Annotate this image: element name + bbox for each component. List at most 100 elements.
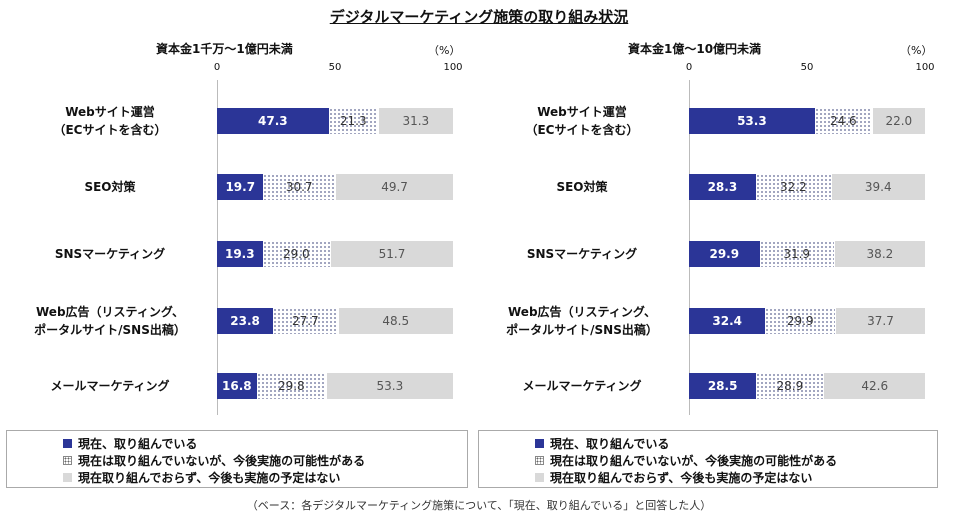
bar-segment-current: 23.8: [217, 308, 274, 334]
data-label: 31.9: [783, 247, 811, 261]
x-tick-label: 50: [800, 62, 814, 73]
legend-item: 現在は取り組んでいないが、今後実施の可能性がある: [535, 452, 837, 469]
legend-swatch: [63, 439, 72, 448]
bar-segment-possible: 31.9: [759, 241, 835, 267]
chart-panel-mid-capital: 資本金1億～10億円未満 （%） 0 50 100 Webサイト運営 （ECサイトを含む） 5…: [478, 40, 948, 488]
data-label: 24.6: [829, 114, 857, 128]
legend-text: 現在は取り組んでいないが、今後実施の可能性がある: [550, 454, 838, 468]
data-label: 42.6: [861, 379, 889, 393]
bar-segment-none: 22.0: [872, 108, 925, 134]
chart-title: デジタルマーケティング施策の取り組み状況: [329, 8, 629, 26]
category-label: SEO対策: [6, 178, 214, 196]
data-label: 27.7: [291, 314, 319, 328]
bar-segment-possible: 24.6: [814, 108, 873, 134]
data-label: 29.9: [709, 247, 740, 261]
bar-segment-possible: 28.9: [756, 373, 825, 399]
category-label-line: メールマーケティング: [50, 379, 170, 393]
x-tick-label: 100: [915, 62, 935, 73]
unit-label: （%）: [428, 44, 461, 57]
category-label-line: SNSマーケティング: [526, 247, 638, 261]
bar-segment-current: 19.7: [217, 174, 264, 200]
data-label: 51.7: [378, 247, 406, 261]
category-label-line: （ECサイトを含む）: [53, 123, 167, 137]
category-label-line: （ECサイトを含む）: [525, 123, 639, 137]
bar-segment-none: 37.7: [836, 308, 925, 334]
data-label: 28.9: [776, 379, 804, 393]
category-label-line: SEO対策: [84, 180, 136, 194]
bar-segment-none: 48.5: [338, 308, 453, 334]
bar-segment-current: 16.8: [217, 373, 257, 399]
legend-text: 現在取り組んでおらず、今後も実施の予定はない: [78, 471, 341, 485]
data-label: 39.4: [864, 180, 892, 194]
bar-segment-none: 38.2: [834, 241, 925, 267]
data-label: 47.3: [258, 114, 288, 128]
bar-segment-none: 53.3: [326, 373, 453, 399]
legend-swatch: [63, 456, 72, 465]
category-label: メールマーケティング: [478, 377, 686, 395]
category-label: Webサイト運営 （ECサイトを含む）: [6, 103, 214, 139]
legend-item: 現在取り組んでおらず、今後も実施の予定はない: [63, 469, 340, 486]
category-label: SNSマーケティング: [6, 245, 214, 263]
legend-text: 現在は取り組んでいないが、今後実施の可能性がある: [78, 454, 366, 468]
bar-segment-none: 49.7: [335, 174, 454, 200]
legend-item: 現在、取り組んでいる: [535, 435, 669, 452]
bar-segment-possible: 29.9: [765, 308, 837, 334]
data-label: 32.4: [712, 314, 743, 328]
x-tick-label: 0: [685, 62, 693, 73]
bar-segment-current: 19.3: [217, 241, 263, 267]
chart-panel-small-capital: 資本金1千万～1億円未満 （%） 0 50 100 Webサイト運営 （ECサイトを含む） 4…: [6, 40, 476, 488]
data-label: 53.3: [376, 379, 404, 393]
category-label-line: Web広告（リスティング、: [508, 305, 656, 319]
panel-subtitle: 資本金1千万～1億円未満: [156, 42, 293, 56]
bar-segment-current: 53.3: [689, 108, 815, 134]
category-label-line: SNSマーケティング: [54, 247, 166, 261]
data-label: 49.7: [381, 180, 408, 194]
x-tick-label: 0: [213, 62, 221, 73]
bar-segment-current: 32.4: [689, 308, 766, 334]
unit-label: （%）: [900, 44, 933, 57]
legend-swatch: [535, 456, 544, 465]
x-tick-label: 100: [443, 62, 463, 73]
legend-swatch: [63, 473, 72, 482]
bar-segment-current: 28.5: [689, 373, 757, 399]
bar-segment-none: 42.6: [824, 373, 925, 399]
category-label-line: Web広告（リスティング、: [36, 305, 184, 319]
category-label-line: Webサイト運営: [537, 105, 627, 119]
bar-segment-possible: 32.2: [755, 174, 832, 200]
data-label: 29.0: [282, 247, 310, 261]
data-label: 29.8: [277, 379, 305, 393]
bar-segment-possible: 29.8: [256, 373, 327, 399]
legend-swatch: [535, 473, 544, 482]
legend: 現在、取り組んでいる 現在は取り組んでいないが、今後実施の可能性がある 現在取り組ん…: [478, 430, 938, 488]
panel-subtitle: 資本金1億～10億円未満: [628, 42, 762, 56]
bar-segment-none: 39.4: [831, 174, 925, 200]
data-label: 23.8: [230, 314, 260, 328]
data-label: 28.5: [707, 379, 738, 393]
category-label: SNSマーケティング: [478, 245, 686, 263]
legend-text: 現在、取り組んでいる: [78, 437, 198, 451]
bar-segment-possible: 29.0: [262, 241, 331, 267]
data-label: 38.2: [866, 247, 894, 261]
data-label: 28.3: [707, 180, 738, 194]
data-label: 21.3: [339, 114, 367, 128]
legend-item: 現在は取り組んでいないが、今後実施の可能性がある: [63, 452, 365, 469]
data-label: 32.2: [779, 180, 807, 194]
bar-segment-current: 28.3: [689, 174, 756, 200]
category-label-line: Webサイト運営: [65, 105, 155, 119]
category-label-line: メールマーケティング: [522, 379, 642, 393]
data-label: 53.3: [737, 114, 767, 128]
category-label-line: ポータルサイト/SNS出稿）: [34, 323, 186, 337]
bar-segment-none: 51.7: [330, 241, 453, 267]
legend-text: 現在、取り組んでいる: [550, 437, 670, 451]
bar-segment-none: 31.3: [378, 108, 453, 134]
category-label-line: ポータルサイト/SNS出稿）: [506, 323, 658, 337]
data-label: 19.3: [224, 247, 255, 261]
x-tick-label: 50: [328, 62, 342, 73]
data-label: 16.8: [222, 379, 252, 393]
category-label: Web広告（リスティング、 ポータルサイト/SNS出稿）: [6, 303, 214, 339]
category-label-line: SEO対策: [556, 180, 608, 194]
data-label: 30.7: [285, 180, 313, 194]
data-label: 19.7: [225, 180, 256, 194]
data-label: 48.5: [382, 314, 410, 328]
category-label: Webサイト運営 （ECサイトを含む）: [478, 103, 686, 139]
